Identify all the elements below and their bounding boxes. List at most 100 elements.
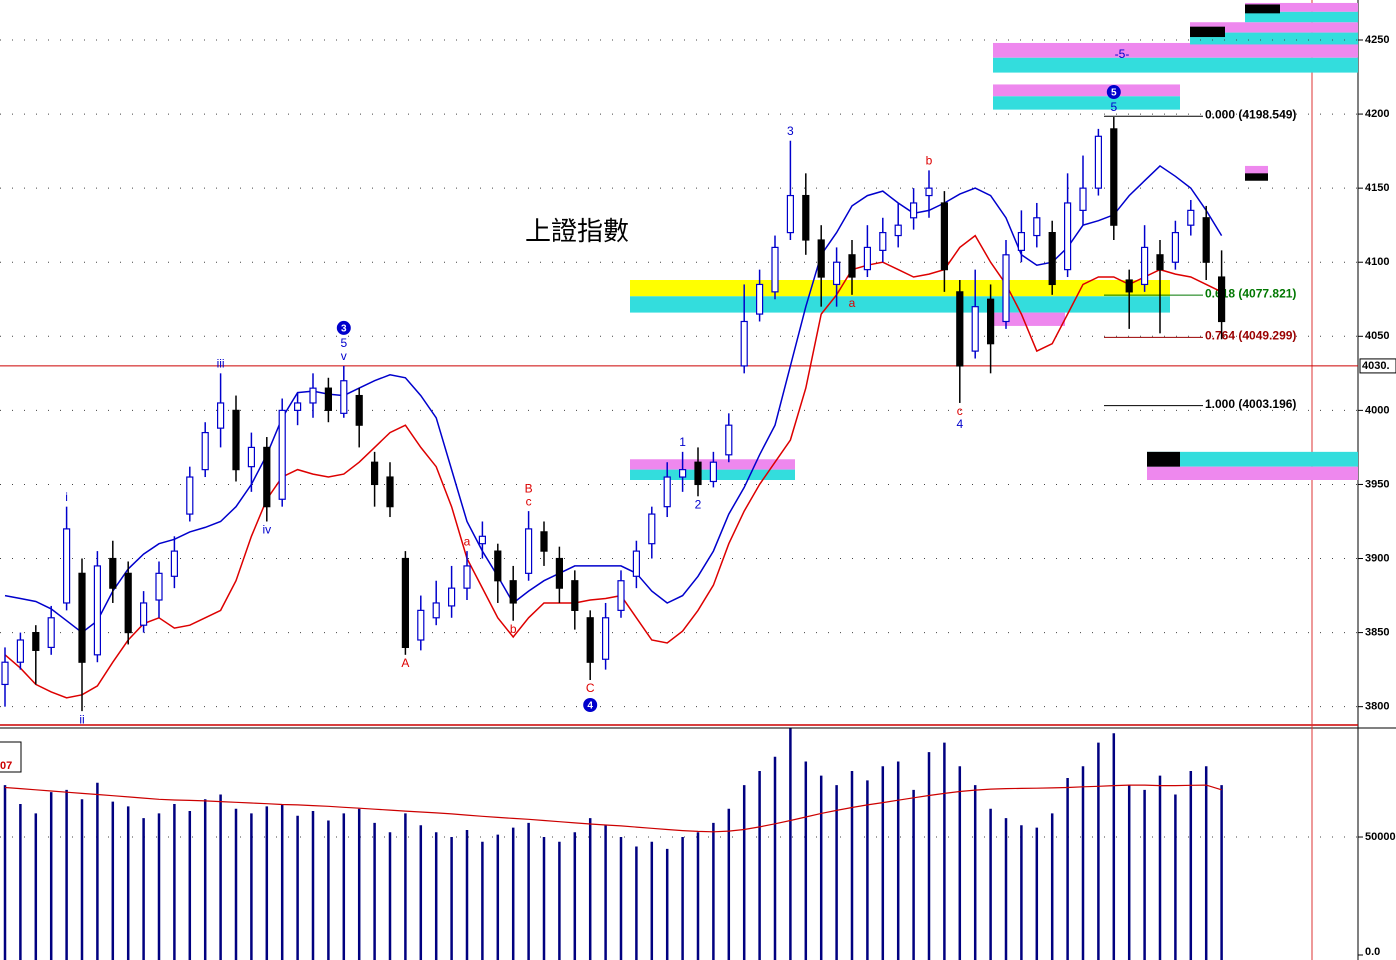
candle-body (278, 409, 286, 500)
wave-label: 3 (787, 124, 794, 138)
candle-body (1202, 217, 1210, 263)
candle-body (940, 202, 949, 271)
y-tick-label: 3900 (1365, 552, 1389, 564)
wave-label: c (526, 494, 532, 508)
wave-label: a (464, 534, 471, 548)
volume-ma (4, 784, 1222, 833)
candle-body (294, 402, 302, 411)
wave-label: iii (217, 357, 225, 371)
candle-body (771, 246, 779, 293)
y-tick-label: 3950 (1365, 478, 1389, 490)
candle-body (1217, 276, 1226, 323)
wave-label: ii (79, 712, 84, 726)
volume-tick-label: 50000 (1365, 831, 1396, 843)
candle-body (648, 513, 656, 545)
last-price-box (1359, 358, 1396, 374)
wave-circle (336, 320, 351, 335)
wave-label: A (401, 656, 409, 670)
candle-body (540, 531, 548, 552)
candle-body (417, 609, 425, 641)
candle-body (725, 424, 733, 456)
zone (1245, 165, 1268, 177)
candle-body (894, 224, 902, 237)
candle-body (571, 580, 579, 611)
candle-body (186, 476, 194, 515)
volume-label-box (0, 741, 22, 773)
wave-label: 5 (1111, 88, 1117, 99)
candle-body (1063, 202, 1072, 271)
candle-body (509, 580, 517, 604)
y-tick-label: 4200 (1365, 108, 1389, 120)
zone (1245, 173, 1268, 181)
wave-label: 5 (1110, 100, 1117, 114)
candle-body (1110, 128, 1118, 226)
candle-body (817, 239, 825, 278)
candle-body (62, 528, 71, 604)
fib-label: 0.764 (4049.299) (1205, 329, 1296, 343)
candle-body (340, 380, 348, 414)
candle-body (432, 602, 440, 619)
candle-body (740, 320, 748, 367)
wave-label: a (849, 296, 856, 310)
candle-body (309, 387, 317, 404)
wave-circle (583, 698, 598, 712)
zone (993, 42, 1358, 58)
zone (993, 96, 1180, 110)
candle-body (47, 617, 55, 649)
candle-body (1079, 187, 1087, 211)
zone (1190, 32, 1358, 45)
candle-body (524, 528, 533, 574)
zone (630, 296, 1170, 313)
candle-body (201, 431, 209, 471)
candle-body (632, 550, 641, 577)
candle-body (617, 580, 625, 611)
last-price-label: 4030. (1362, 360, 1390, 372)
wave-label: 1 (679, 435, 686, 449)
candle-body (1017, 231, 1026, 251)
candle-body (448, 587, 456, 607)
fib-label: 1.000 (4003.196) (1205, 397, 1296, 411)
candle-body (1, 661, 9, 686)
y-tick-label: 4250 (1365, 34, 1389, 46)
candle-body (678, 469, 687, 478)
zone (1147, 451, 1358, 467)
candle-body (755, 283, 764, 315)
wave-label: -5- (1115, 47, 1130, 61)
wave-label: c (957, 404, 963, 418)
candle-body (663, 476, 671, 508)
y-tick-label: 4150 (1365, 182, 1389, 194)
candle-body (232, 409, 240, 471)
candle-body (832, 261, 841, 286)
candle-body (971, 306, 979, 352)
candle-body (694, 461, 702, 486)
y-tick-label: 4000 (1365, 404, 1389, 416)
candle-body (909, 202, 918, 219)
candle-body (355, 394, 363, 426)
candle-body (32, 631, 40, 651)
candle-body (1156, 254, 1164, 271)
candle-body (386, 476, 394, 508)
wave-label: v (341, 349, 347, 363)
zone (1147, 466, 1358, 480)
candle-body (1094, 135, 1103, 189)
candle-body (1187, 209, 1195, 226)
volume-tick-label: 0.0 (1365, 946, 1380, 958)
candle-body (109, 557, 117, 589)
y-tick-label: 4100 (1365, 256, 1389, 268)
zone (993, 84, 1180, 97)
wave-label: 2 (695, 497, 702, 511)
candle-body (879, 231, 887, 251)
candle-body (124, 572, 132, 634)
candle-body (555, 557, 564, 589)
zone (990, 312, 1065, 326)
candle-body (140, 602, 148, 626)
zone (1245, 4, 1280, 14)
candle-body (802, 194, 810, 241)
candle-body (709, 461, 718, 483)
wave-label: 4 (587, 701, 593, 712)
candle-body (16, 639, 24, 663)
candle-body (1125, 279, 1133, 293)
candle-body (925, 187, 933, 197)
zone (1190, 26, 1225, 38)
